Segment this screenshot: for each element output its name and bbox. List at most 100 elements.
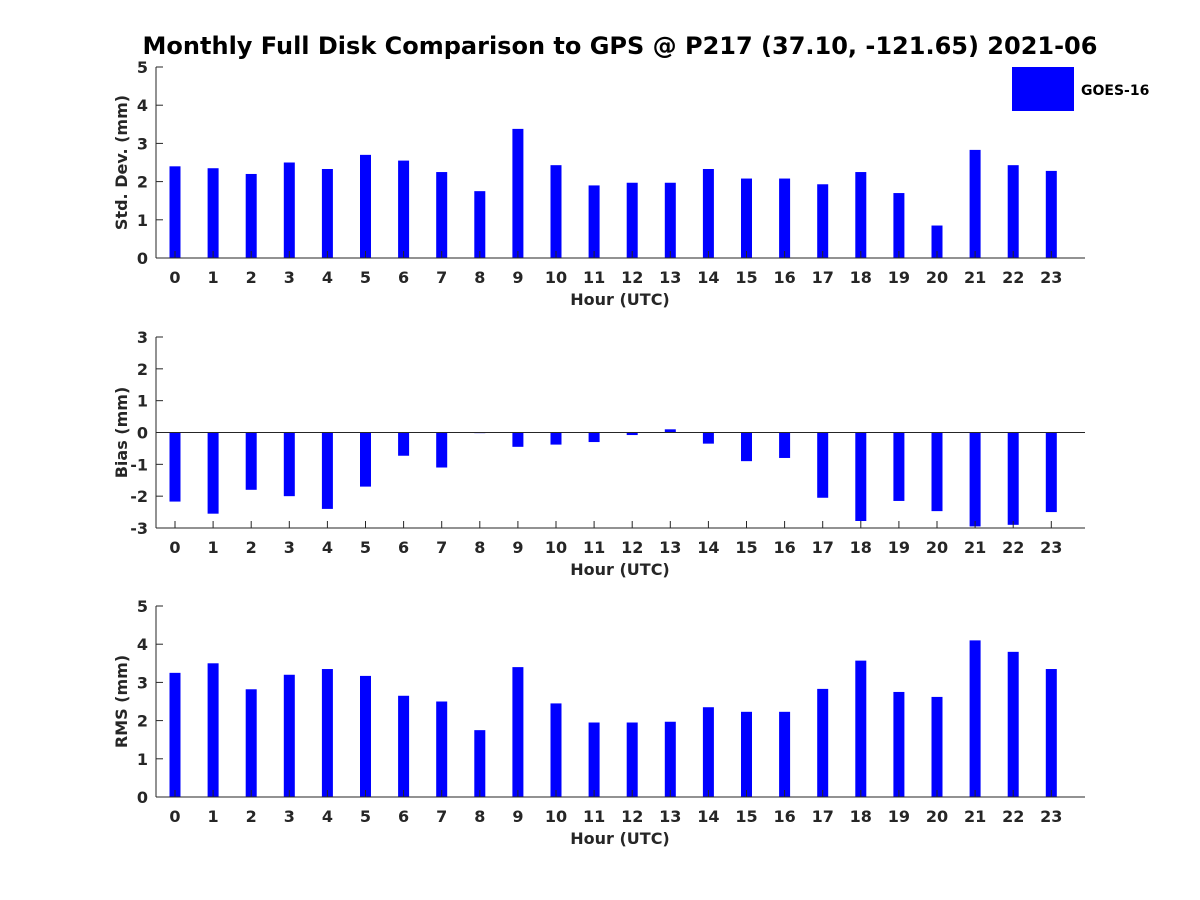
bar-bias-15	[741, 432, 752, 462]
bar-rms-20	[931, 696, 943, 797]
x-tick-label: 17	[812, 268, 834, 287]
y-tick-label: -1	[130, 455, 148, 474]
x-tick-label: 14	[697, 538, 719, 557]
x-tick-label: 10	[545, 538, 567, 557]
bar-rms-23	[1045, 669, 1057, 797]
x-tick-label: 20	[926, 538, 948, 557]
bar-rms-15	[741, 711, 752, 797]
bar-bias-2	[245, 432, 257, 490]
bar-std-dev-12	[626, 182, 638, 258]
x-tick-label: 20	[926, 268, 948, 287]
x-tick-label: 0	[169, 538, 180, 557]
x-tick-label: 21	[964, 538, 986, 557]
bar-std-dev-7	[436, 172, 448, 258]
y-tick-label: 2	[137, 173, 148, 192]
bar-bias-7	[436, 432, 448, 468]
x-tick-label: 1	[208, 807, 219, 826]
x-tick-label: 8	[474, 268, 485, 287]
bar-rms-6	[398, 695, 410, 797]
bar-bias-13	[664, 429, 676, 433]
y-tick-label: 3	[137, 134, 148, 153]
x-tick-label: 12	[621, 807, 643, 826]
y-tick-label: 2	[137, 360, 148, 379]
x-tick-label: 13	[659, 538, 681, 557]
bar-bias-6	[398, 432, 410, 456]
bar-rms-3	[283, 674, 295, 797]
bar-rms-9	[512, 667, 524, 797]
y-tick-label: 0	[137, 424, 148, 443]
x-tick-label: 7	[436, 807, 447, 826]
bar-rms-18	[855, 660, 867, 797]
bar-bias-19	[893, 432, 905, 501]
bar-std-dev-20	[931, 225, 943, 258]
bar-bias-21	[969, 432, 981, 527]
bar-std-dev-19	[893, 193, 905, 258]
bar-rms-11	[588, 722, 600, 797]
x-tick-label: 21	[964, 807, 986, 826]
x-tick-label: 16	[773, 538, 795, 557]
x-tick-label: 9	[512, 268, 523, 287]
y-axis-label: Bias (mm)	[112, 387, 131, 479]
x-tick-label: 1	[208, 268, 219, 287]
bar-std-dev-10	[550, 165, 562, 258]
y-tick-label: 4	[137, 96, 148, 115]
y-tick-label: 1	[137, 392, 148, 411]
x-tick-label: 11	[583, 268, 605, 287]
x-tick-label: 13	[659, 807, 681, 826]
x-tick-label: 16	[773, 807, 795, 826]
bar-std-dev-14	[702, 168, 714, 258]
bar-bias-11	[588, 432, 600, 443]
x-tick-label: 9	[512, 807, 523, 826]
x-tick-label: 12	[621, 268, 643, 287]
bar-std-dev-3	[283, 162, 295, 258]
bar-std-dev-1	[207, 168, 219, 258]
x-tick-label: 18	[850, 268, 872, 287]
bar-bias-5	[360, 432, 371, 487]
x-tick-label: 4	[322, 807, 333, 826]
bar-bias-18	[855, 432, 867, 521]
x-tick-label: 0	[169, 268, 180, 287]
y-tick-label: 4	[137, 635, 148, 654]
x-tick-label: 18	[850, 807, 872, 826]
bar-rms-1	[207, 663, 219, 797]
x-tick-label: 3	[284, 538, 295, 557]
bar-bias-22	[1007, 432, 1019, 525]
bar-std-dev-8	[474, 191, 486, 258]
bar-std-dev-4	[321, 168, 333, 258]
x-tick-label: 23	[1040, 268, 1062, 287]
x-tick-label: 10	[545, 807, 567, 826]
x-tick-label: 14	[697, 807, 719, 826]
bar-bias-10	[550, 432, 562, 445]
bar-bias-17	[817, 432, 829, 498]
y-axis-label: RMS (mm)	[112, 655, 131, 748]
bar-std-dev-9	[512, 128, 524, 258]
bar-std-dev-15	[741, 178, 752, 258]
bar-rms-22	[1007, 651, 1019, 797]
y-tick-label: 5	[137, 597, 148, 616]
x-tick-label: 5	[360, 538, 371, 557]
x-tick-label: 4	[322, 268, 333, 287]
bar-bias-12	[626, 432, 638, 436]
bar-rms-13	[664, 721, 676, 797]
x-tick-label: 1	[208, 538, 219, 557]
x-tick-label: 17	[812, 538, 834, 557]
x-tick-label: 2	[246, 268, 257, 287]
x-tick-label: 8	[474, 538, 485, 557]
x-tick-label: 6	[398, 268, 409, 287]
bar-rms-19	[893, 691, 905, 797]
y-tick-label: -2	[130, 487, 148, 506]
x-tick-label: 22	[1002, 807, 1024, 826]
bar-std-dev-18	[855, 172, 867, 258]
x-tick-label: 19	[888, 807, 910, 826]
x-tick-label: 12	[621, 538, 643, 557]
x-tick-label: 5	[360, 807, 371, 826]
bar-rms-21	[969, 640, 981, 797]
x-tick-label: 10	[545, 268, 567, 287]
x-tick-label: 17	[812, 807, 834, 826]
x-tick-label: 0	[169, 807, 180, 826]
x-tick-label: 3	[284, 807, 295, 826]
